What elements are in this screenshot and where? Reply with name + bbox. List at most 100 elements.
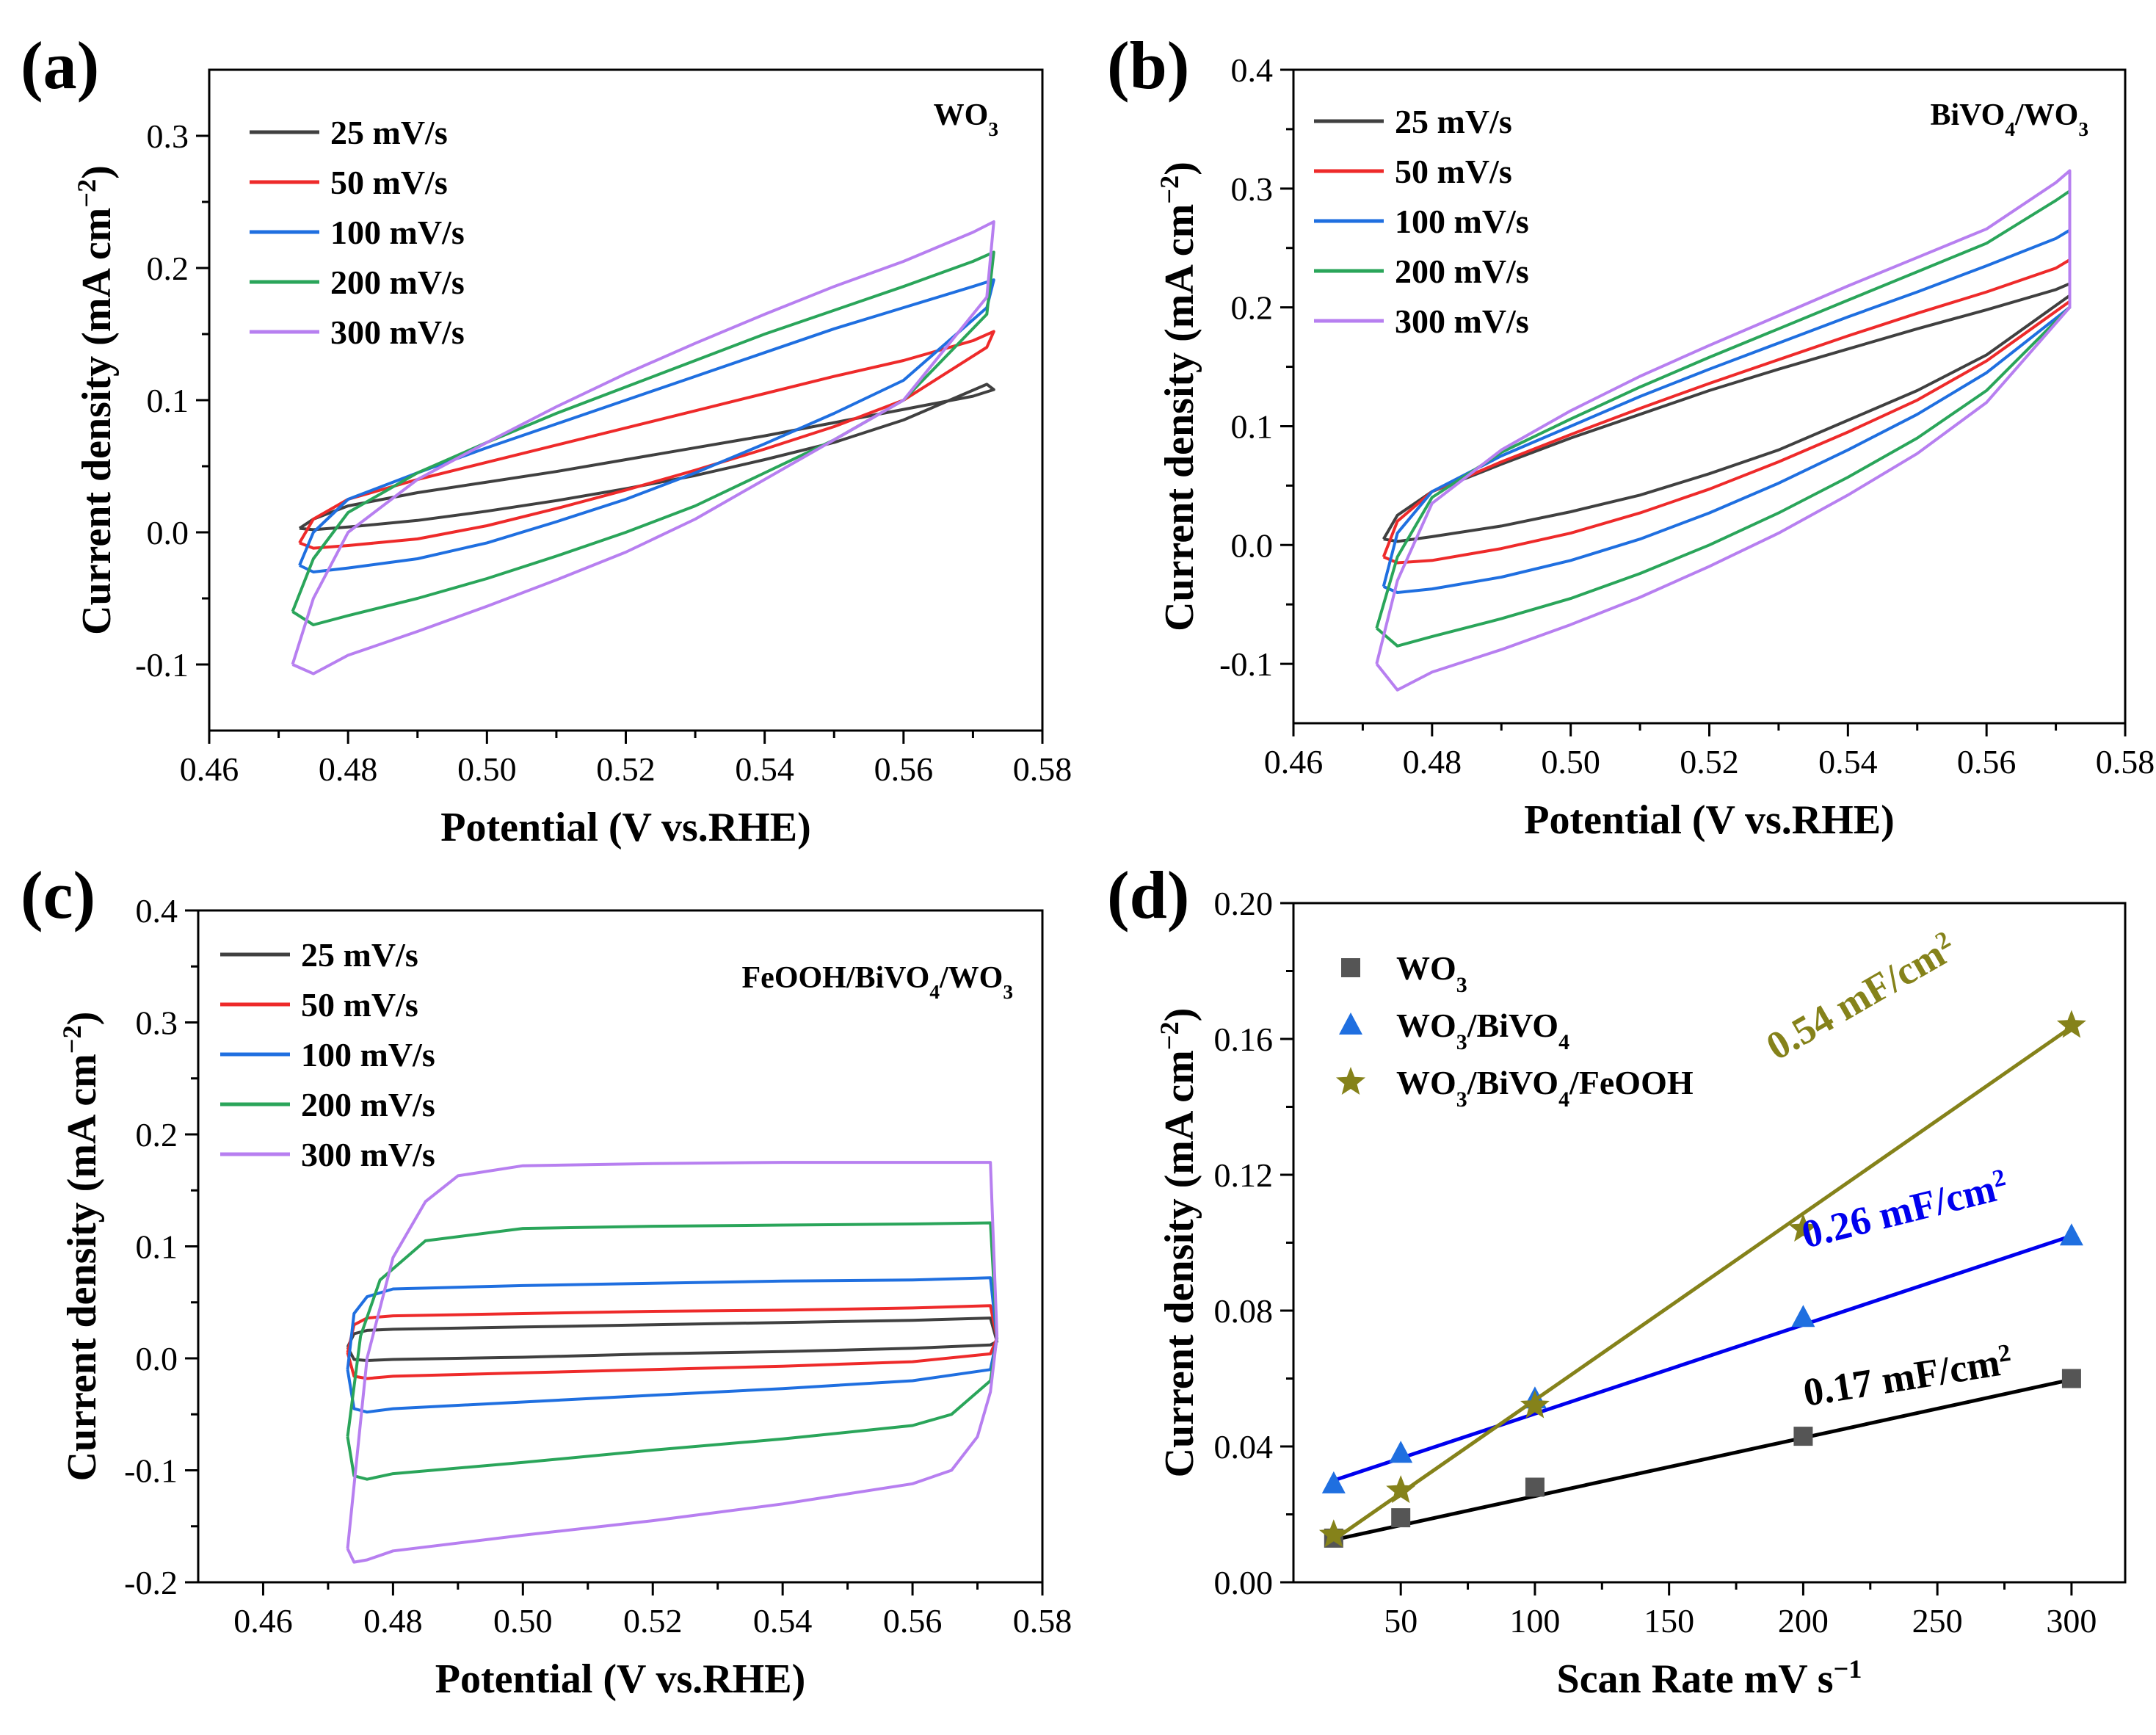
legend-label: 25 mV/s	[301, 936, 418, 974]
x-axis-label: Potential (V vs.RHE)	[440, 805, 811, 850]
y-axis-label: Current density (mA cm−2)	[1155, 1008, 1202, 1478]
x-tick-label: 0.50	[493, 1602, 553, 1640]
text-part: BiVO	[1931, 98, 2006, 132]
fit-line	[1333, 1234, 2072, 1482]
x-tick-label: 100	[1509, 1602, 1560, 1640]
x-tick-label: 0.54	[753, 1602, 813, 1640]
text-part: −2	[1155, 1021, 1184, 1050]
legend-label: WO3/BiVO4/FeOOH	[1396, 1064, 1694, 1112]
legend-label: 25 mV/s	[1395, 103, 1512, 140]
cv-curve-50-mv-s	[346, 1304, 999, 1380]
panel-label: (a)	[21, 28, 99, 103]
data-point-triangle	[2059, 1223, 2083, 1246]
x-axis-label: Potential (V vs.RHE)	[435, 1656, 806, 1702]
text-part: 4	[2005, 118, 2015, 140]
slope-annotation: 0.17 mF/cm2	[1800, 1339, 2015, 1415]
text-part: 3	[1456, 1087, 1467, 1112]
y-tick-label: 0.1	[1231, 408, 1274, 445]
y-tick-label: 0.12	[1214, 1156, 1274, 1194]
legend-label: 200 mV/s	[1395, 253, 1529, 290]
series-wo3-bivo4	[1321, 1223, 2083, 1493]
text-part: )	[59, 1012, 105, 1026]
text-part: 3	[2078, 118, 2088, 140]
x-tick-label: 50	[1384, 1602, 1418, 1640]
text-part: Current density (mA cm	[74, 208, 120, 635]
panel-d: 50 100 150 200 250 300 0.00 0.04 0.08 0.12 0.16 0.2…	[1107, 858, 2127, 1702]
text-part: Current density (mA cm	[1157, 204, 1202, 631]
y-tick-label: 0.16	[1214, 1021, 1274, 1058]
text-part: Current density (mA cm	[59, 1054, 105, 1481]
x-tick-label: 0.50	[1541, 743, 1600, 780]
x-tick-label: 0.46	[180, 750, 239, 788]
data-point-square	[1391, 1508, 1411, 1528]
x-tick-label: 0.58	[1013, 1602, 1072, 1640]
text-part: 4	[929, 981, 940, 1003]
legend-marker-triangle	[1339, 1013, 1362, 1035]
data-point-star	[1788, 1214, 1818, 1242]
legend-label: 50 mV/s	[301, 986, 418, 1024]
x-tick-label: 0.46	[233, 1602, 293, 1640]
curves-group	[346, 1161, 999, 1564]
data-point-star	[1318, 1519, 1349, 1548]
curves-group	[291, 220, 995, 675]
data-point-triangle	[1321, 1471, 1346, 1493]
text-part: 3	[1003, 981, 1013, 1003]
sample-label: FeOOH/BiVO4/WO3	[742, 961, 1013, 1003]
legend-label: 300 mV/s	[301, 1136, 435, 1173]
legend-label: 50 mV/s	[1395, 153, 1512, 190]
x-tick-label: 300	[2046, 1602, 2097, 1640]
y-tick-label: 0.2	[147, 250, 189, 287]
text-part: 3	[1456, 1030, 1467, 1054]
cv-curve-25-mv-s	[298, 383, 995, 532]
x-tick-label: 0.48	[363, 1602, 423, 1640]
text-part: 4	[1558, 1087, 1569, 1112]
panel-c: 0.46 0.48 0.50 0.52 0.54 0.56 0.58 -0.2 -0.1 0.0 0…	[21, 858, 1072, 1702]
text-part: 3	[1456, 973, 1467, 997]
annotation-value: 0.26 mF/cm	[1797, 1166, 2000, 1257]
y-tick-label: -0.1	[1219, 645, 1273, 683]
x-tick-label: 0.56	[1957, 743, 2017, 780]
y-tick-label: -0.1	[124, 1452, 178, 1490]
y-tick-label: 0.0	[136, 1340, 178, 1377]
x-tick-label: 200	[1778, 1602, 1829, 1640]
x-tick-label: 0.56	[874, 750, 934, 788]
text-part: −2	[72, 179, 101, 208]
data-point-star	[2056, 1010, 2086, 1038]
slope-annotation: 0.54 mF/cm2	[1759, 925, 1963, 1068]
slope-annotation: 0.26 mF/cm2	[1797, 1163, 2012, 1257]
text-part: −2	[57, 1025, 87, 1054]
sample-label: WO3	[934, 98, 998, 140]
x-tick-label: 0.50	[457, 750, 517, 788]
text-part: )	[1157, 1008, 1202, 1022]
data-point-star	[1520, 1390, 1550, 1419]
x-tick-label: 0.58	[2096, 743, 2155, 780]
y-tick-label: 0.3	[147, 117, 189, 155]
panel-b: 0.46 0.48 0.50 0.52 0.54 0.56 0.58 -0.1 0.0 0.1 0.…	[1107, 28, 2155, 843]
text-part: )	[1157, 162, 1202, 175]
legend-marker-star	[1336, 1067, 1365, 1095]
legend-label: 300 mV/s	[1395, 303, 1529, 340]
y-tick-label: 0.2	[1231, 289, 1274, 327]
text-part: /FeOOH	[1569, 1064, 1694, 1101]
y-axis-label: Current density (mA cm−2)	[72, 165, 120, 635]
y-tick-label: 0.4	[1231, 51, 1274, 89]
panel-label: (b)	[1107, 28, 1189, 103]
x-tick-label: 0.56	[883, 1602, 943, 1640]
x-tick-label: 0.48	[1403, 743, 1462, 780]
y-tick-label: 0.3	[1231, 170, 1274, 208]
cv-curve-300-mv-s	[291, 220, 995, 675]
annotation-value: 0.54 mF/cm	[1759, 931, 1953, 1068]
annotation-sup: 2	[1996, 1339, 2012, 1367]
cv-curve-100-mv-s	[298, 278, 995, 573]
text-part: WO	[1396, 1007, 1456, 1044]
text-part: Current density (mA cm	[1157, 1050, 1202, 1477]
panel-label: (c)	[21, 858, 95, 932]
text-part: 4	[1558, 1030, 1569, 1054]
legend-label: 200 mV/s	[301, 1086, 435, 1123]
legend-label: 100 mV/s	[1395, 203, 1529, 240]
legend-label: 200 mV/s	[330, 264, 465, 301]
y-tick-label: 0.20	[1214, 885, 1274, 922]
y-tick-label: 0.00	[1214, 1564, 1274, 1601]
cv-curve-50-mv-s	[298, 330, 995, 550]
legend-label: WO3	[1396, 949, 1467, 997]
